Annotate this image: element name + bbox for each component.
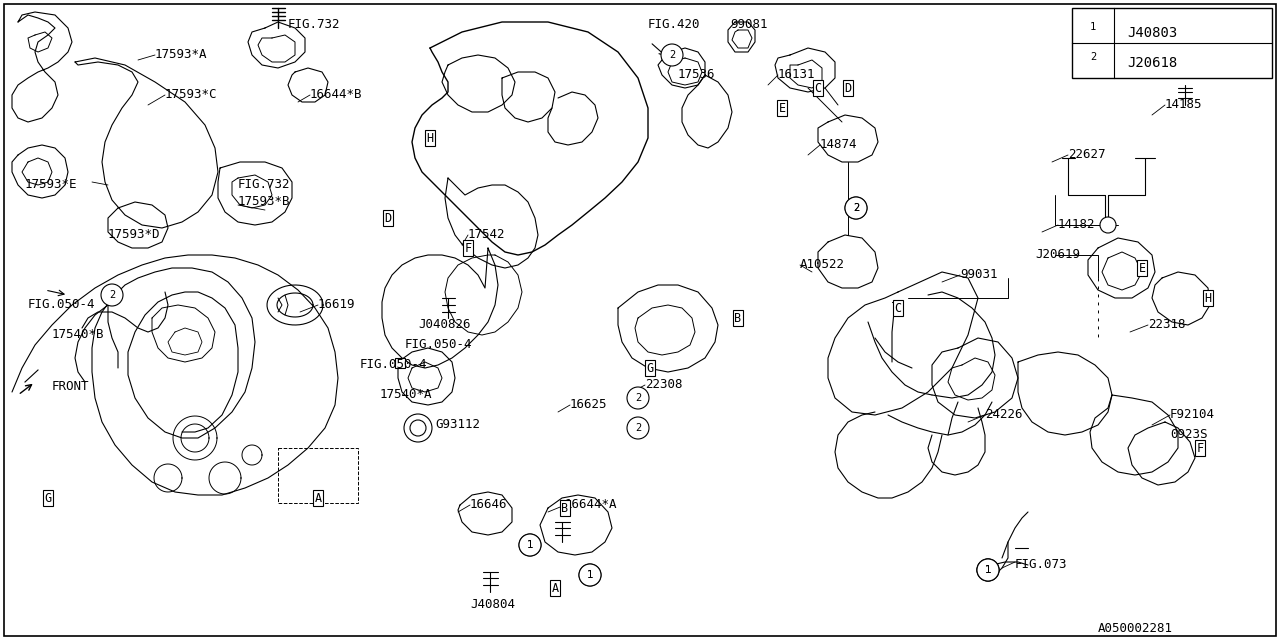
Text: 1: 1 <box>1089 22 1096 32</box>
Bar <box>278 448 358 503</box>
Bar <box>396 358 404 368</box>
Circle shape <box>101 284 123 306</box>
Text: J40803: J40803 <box>1126 26 1178 40</box>
Text: 2: 2 <box>1089 52 1096 62</box>
Text: 17593*B: 17593*B <box>238 195 291 208</box>
Text: 16619: 16619 <box>317 298 356 311</box>
Circle shape <box>518 534 541 556</box>
Circle shape <box>1080 14 1106 40</box>
Text: 1: 1 <box>984 565 991 575</box>
Text: 1: 1 <box>984 565 991 575</box>
Text: 16625: 16625 <box>570 398 608 411</box>
Text: J040826: J040826 <box>419 318 471 331</box>
Text: F: F <box>465 241 471 255</box>
Circle shape <box>845 197 867 219</box>
Bar <box>1073 8 1272 78</box>
Text: 17593*D: 17593*D <box>108 228 160 241</box>
Circle shape <box>579 564 602 586</box>
Circle shape <box>977 559 998 581</box>
Text: J20619: J20619 <box>1036 248 1080 261</box>
Text: 22308: 22308 <box>645 378 682 391</box>
Text: 1: 1 <box>586 570 593 580</box>
Text: 17593*E: 17593*E <box>26 178 78 191</box>
Text: FIG.050-4: FIG.050-4 <box>404 338 472 351</box>
Text: 1: 1 <box>527 540 534 550</box>
Text: 17540*B: 17540*B <box>52 328 105 341</box>
Text: 16646: 16646 <box>470 498 507 511</box>
Text: J40804: J40804 <box>470 598 515 611</box>
Text: A: A <box>315 492 321 504</box>
Text: 24226: 24226 <box>986 408 1023 421</box>
Text: J20618: J20618 <box>1126 56 1178 70</box>
Text: FIG.073: FIG.073 <box>1015 558 1068 571</box>
Text: D: D <box>845 81 851 95</box>
Circle shape <box>518 534 541 556</box>
Circle shape <box>579 564 602 586</box>
Text: 17536: 17536 <box>678 68 716 81</box>
Text: G93112: G93112 <box>435 418 480 431</box>
Text: FIG.420: FIG.420 <box>648 18 700 31</box>
Text: 99081: 99081 <box>730 18 768 31</box>
Text: H: H <box>1204 291 1212 305</box>
Text: FIG.050-4: FIG.050-4 <box>28 298 96 311</box>
Text: FIG.050-4: FIG.050-4 <box>360 358 428 371</box>
Circle shape <box>410 420 426 436</box>
Text: B: B <box>562 502 568 515</box>
Text: 1: 1 <box>527 540 534 550</box>
Text: B: B <box>735 312 741 324</box>
Text: F92104: F92104 <box>1170 408 1215 421</box>
Circle shape <box>845 197 867 219</box>
Text: 2: 2 <box>852 203 859 213</box>
Text: 0923S: 0923S <box>1170 428 1207 441</box>
Text: E: E <box>778 102 786 115</box>
Text: A: A <box>552 582 558 595</box>
Text: 2: 2 <box>852 203 859 213</box>
Text: FIG.732: FIG.732 <box>238 178 291 191</box>
Text: 1: 1 <box>984 565 991 575</box>
Text: 2: 2 <box>109 290 115 300</box>
Text: 16131: 16131 <box>778 68 815 81</box>
Text: G: G <box>45 492 51 504</box>
Text: 1: 1 <box>586 570 593 580</box>
Text: 17540*A: 17540*A <box>380 388 433 401</box>
Text: 2: 2 <box>669 50 675 60</box>
Text: G: G <box>646 362 654 374</box>
Circle shape <box>977 559 998 581</box>
Text: 17542: 17542 <box>468 228 506 241</box>
Text: 99031: 99031 <box>960 268 997 281</box>
Text: F: F <box>1197 442 1203 454</box>
Text: 17593*A: 17593*A <box>155 48 207 61</box>
Circle shape <box>627 417 649 439</box>
Text: 14182: 14182 <box>1059 218 1096 231</box>
Text: H: H <box>426 131 434 145</box>
Text: FIG.732: FIG.732 <box>288 18 340 31</box>
Text: 22627: 22627 <box>1068 148 1106 161</box>
Circle shape <box>404 414 433 442</box>
Text: 16644*A: 16644*A <box>564 498 617 511</box>
Text: E: E <box>1138 262 1146 275</box>
Text: A050002281: A050002281 <box>1098 622 1172 635</box>
Circle shape <box>1100 217 1116 233</box>
Text: 16644*B: 16644*B <box>310 88 362 101</box>
Text: 14185: 14185 <box>1165 98 1202 111</box>
Text: 2: 2 <box>635 423 641 433</box>
Text: 17593*C: 17593*C <box>165 88 218 101</box>
Text: D: D <box>384 211 392 225</box>
Text: A10522: A10522 <box>800 258 845 271</box>
Circle shape <box>1080 44 1106 70</box>
Text: 2: 2 <box>635 393 641 403</box>
Circle shape <box>627 387 649 409</box>
Text: C: C <box>814 81 822 95</box>
Text: 22318: 22318 <box>1148 318 1185 331</box>
Circle shape <box>660 44 684 66</box>
Circle shape <box>977 559 998 581</box>
Text: 14874: 14874 <box>820 138 858 151</box>
Text: FRONT: FRONT <box>52 380 90 393</box>
Text: C: C <box>895 301 901 314</box>
